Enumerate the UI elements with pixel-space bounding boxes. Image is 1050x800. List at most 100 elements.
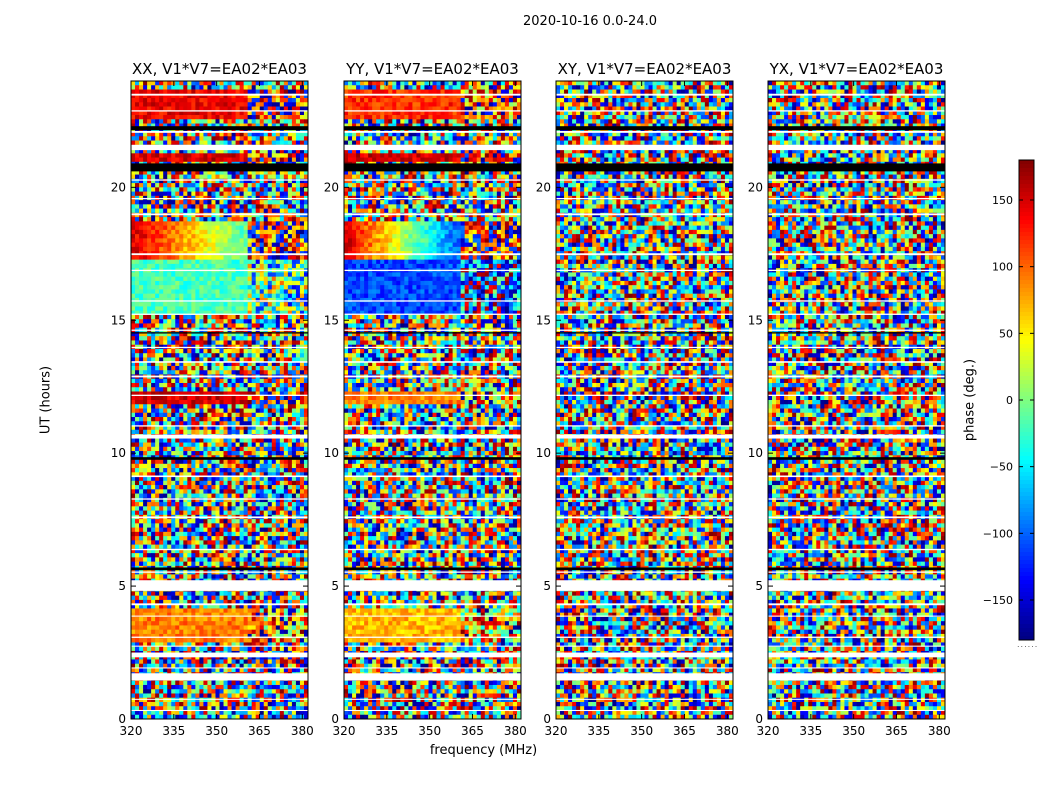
phase-cell: [179, 255, 184, 261]
phase-cell: [291, 361, 297, 367]
phase-cell: [259, 519, 265, 524]
phase-cell: [251, 365, 257, 371]
phase-cell: [291, 246, 297, 252]
phase-cell: [139, 314, 144, 320]
phase-cell: [163, 553, 168, 558]
phase-cell: [239, 255, 245, 261]
phase-cell: [159, 319, 164, 324]
phase-cell: [255, 276, 261, 282]
phase-cell: [279, 183, 285, 188]
phase-cell: [291, 102, 297, 107]
phase-cell: [275, 480, 281, 486]
phase-cell: [259, 459, 265, 465]
phase-cell: [287, 476, 293, 482]
phase-cell: [183, 429, 188, 435]
phase-cell: [179, 259, 184, 265]
phase-cell: [227, 200, 232, 205]
phase-cell: [143, 140, 148, 146]
phase-cell: [183, 153, 188, 158]
phase-cell: [259, 391, 265, 397]
phase-cell: [247, 221, 253, 227]
phase-cell: [239, 451, 245, 456]
phase-cell: [303, 523, 309, 528]
phase-cell: [147, 489, 152, 494]
phase-cell: [207, 404, 212, 409]
phase-cell: [203, 246, 208, 252]
phase-cell: [283, 229, 289, 235]
phase-cell: [231, 157, 236, 163]
phase-cell: [267, 289, 273, 295]
phase-cell: [279, 353, 285, 358]
phase-cell: [171, 302, 176, 307]
phase-cell: [195, 553, 200, 558]
phase-cell: [235, 472, 241, 477]
phase-cell: [251, 357, 257, 363]
phase-cell: [195, 408, 200, 414]
phase-cell: [295, 85, 301, 90]
phase-cell: [239, 174, 245, 180]
phase-cell: [147, 119, 152, 124]
phase-cell: [167, 485, 172, 490]
phase-cell: [179, 336, 184, 341]
phase-cell: [219, 93, 224, 99]
phase-cell: [215, 429, 220, 435]
phase-cell: [279, 149, 285, 154]
phase-cell: [303, 468, 309, 473]
phase-cell: [159, 370, 164, 375]
phase-cell: [151, 85, 156, 90]
phase-cell: [211, 263, 216, 269]
phase-cell: [219, 289, 224, 295]
phase-cell: [247, 81, 253, 86]
phase-cell: [239, 217, 245, 222]
phase-cell: [155, 106, 160, 112]
phase-cell: [179, 272, 184, 278]
phase-cell: [267, 429, 273, 435]
phase-cell: [299, 497, 305, 503]
phase-cell: [163, 306, 168, 312]
phase-cell: [139, 463, 144, 469]
phase-cell: [191, 429, 196, 435]
phase-cell: [243, 446, 249, 452]
phase-cell: [139, 408, 144, 414]
phase-cell: [191, 204, 196, 209]
phase-cell: [275, 544, 281, 550]
phase-cell: [215, 289, 220, 295]
phase-cell: [211, 314, 216, 320]
phase-cell: [167, 221, 172, 227]
phase-cell: [167, 451, 172, 456]
phase-cell: [295, 480, 301, 486]
phase-cell: [175, 540, 180, 546]
phase-cell: [131, 136, 136, 141]
phase-cell: [215, 519, 220, 524]
phase-cell: [151, 259, 156, 265]
phase-cell: [231, 336, 236, 341]
phase-cell: [231, 204, 236, 209]
phase-cell: [151, 280, 156, 286]
phase-cell: [223, 497, 228, 503]
phase-cell: [215, 276, 220, 282]
phase-cell: [183, 187, 188, 192]
phase-cell: [187, 408, 192, 414]
phase-cell: [279, 468, 285, 473]
phase-cell: [247, 417, 253, 422]
phase-cell: [235, 502, 241, 507]
phase-cell: [151, 489, 156, 494]
phase-cell: [247, 382, 253, 388]
phase-cell: [275, 225, 281, 231]
phase-cell: [159, 540, 164, 546]
phase-cell: [183, 221, 188, 227]
phase-cell: [219, 229, 224, 235]
phase-cell: [143, 170, 148, 175]
phase-cell: [135, 102, 140, 107]
phase-cell: [215, 85, 220, 90]
phase-cell: [287, 421, 293, 426]
phase-cell: [275, 429, 281, 435]
phase-cell: [263, 132, 269, 137]
phase-cell: [131, 442, 136, 448]
phase-cell: [179, 540, 184, 546]
phase-cell: [135, 378, 140, 384]
phase-cell: [179, 353, 184, 358]
phase-cell: [295, 178, 301, 184]
phase-cell: [167, 323, 172, 329]
phase-cell: [251, 553, 257, 558]
